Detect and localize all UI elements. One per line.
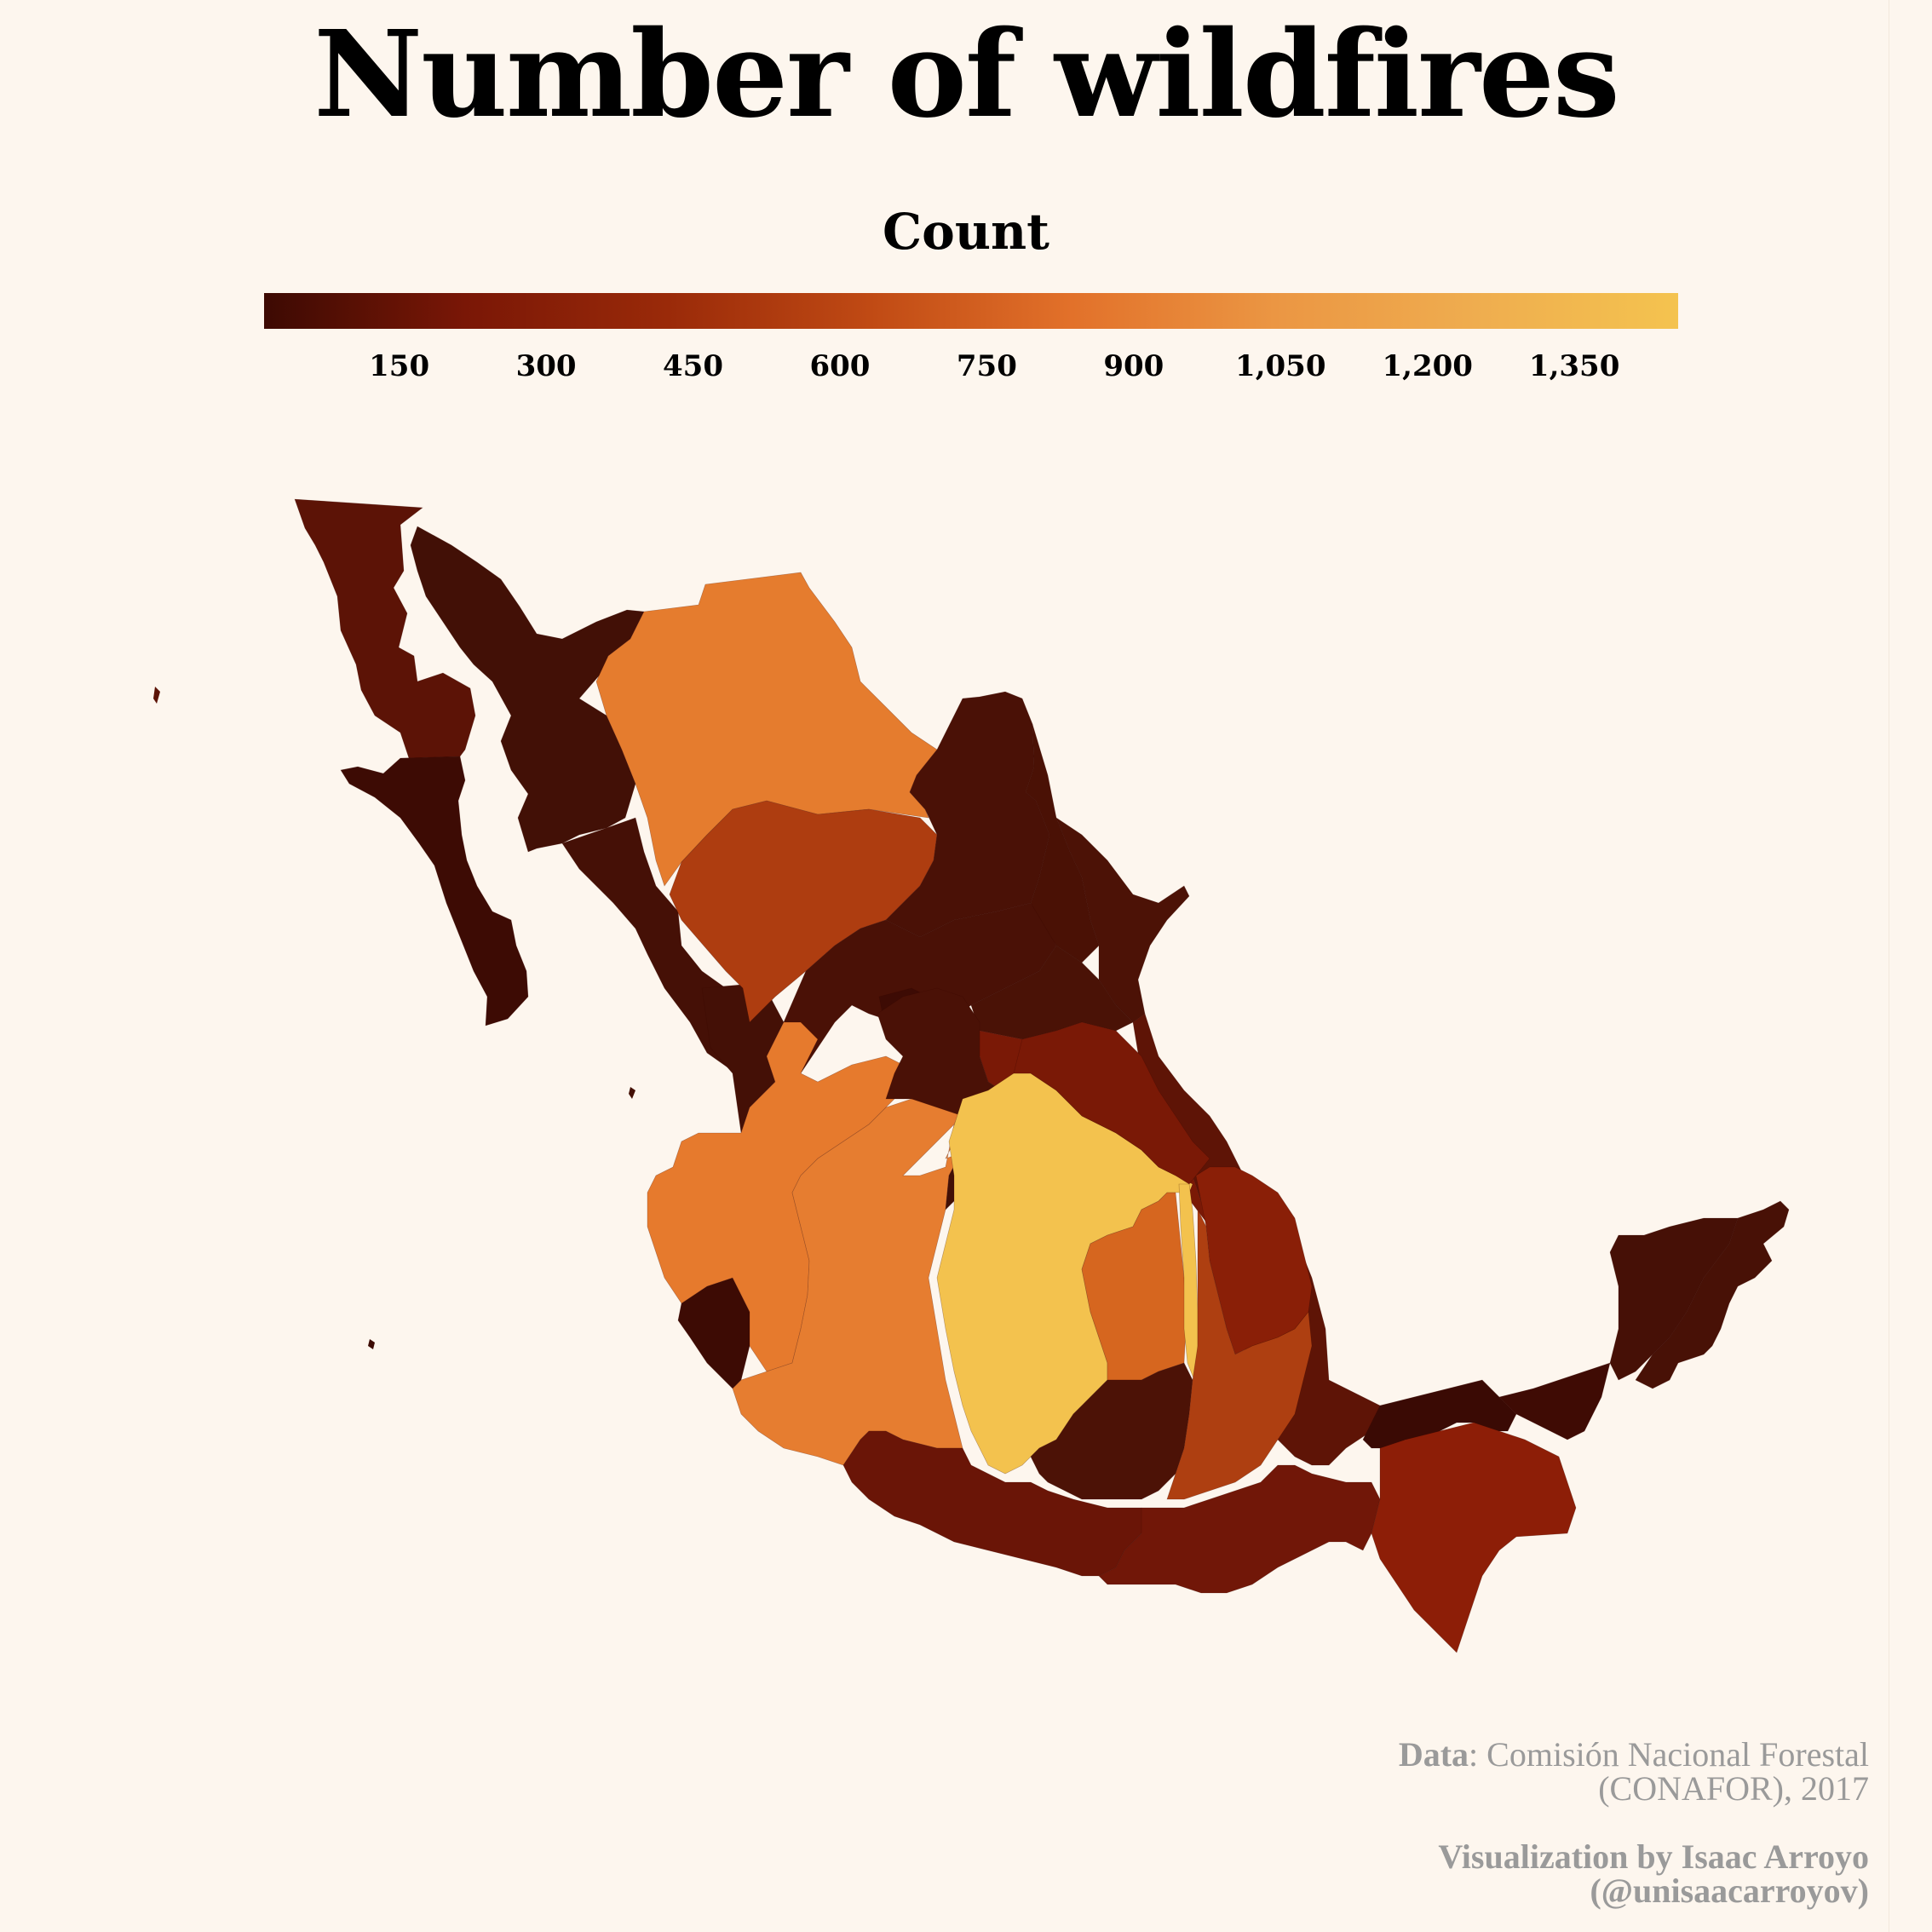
- map-region-chiapas: [1371, 1422, 1577, 1653]
- map-region-morelos: [1030, 1362, 1193, 1500]
- map-region-tamaulipas: [1055, 817, 1190, 1023]
- legend-tick-label: 1,050: [1235, 349, 1326, 383]
- map-region-san-luis-potosi: [970, 945, 1134, 1040]
- legend-tick-label: 150: [369, 349, 430, 383]
- credit-data-line2: (CONAFOR), 2017: [1598, 1769, 1869, 1808]
- legend-tick-label: 1,350: [1528, 349, 1620, 383]
- legend-title: Count: [883, 203, 1049, 261]
- map-region-campeche: [1498, 1362, 1611, 1440]
- map-region-michoacan: [732, 1098, 1006, 1466]
- map-region-tlaxcala: [1166, 1209, 1313, 1500]
- legend-colorbar: [264, 293, 1678, 329]
- map-region-quintana-roo: [1635, 1200, 1790, 1389]
- map-region-baja-california: [294, 498, 476, 759]
- map-region-sonora: [410, 526, 645, 853]
- legend-tick-label: 750: [956, 349, 1017, 383]
- page-title: Number of wildfires: [313, 5, 1620, 145]
- map-region-island-marias: [629, 1087, 635, 1099]
- credit-visualization: Visualization by Isaac Arroyo (@unisaaca…: [1438, 1840, 1869, 1908]
- map-region-island-revillagigedo: [368, 1339, 375, 1349]
- legend-tick-label: 1,200: [1382, 349, 1473, 383]
- credit-data: Data: Comisión Nacional Forestal (CONAFO…: [1399, 1738, 1869, 1806]
- map-region-oaxaca: [1098, 1464, 1381, 1594]
- legend-tick-label: 900: [1103, 349, 1164, 383]
- credit-viz-line1: Visualization by Isaac Arroyo: [1438, 1837, 1869, 1876]
- legend-tick-label: 450: [663, 349, 723, 383]
- credit-data-label: Data: [1398, 1735, 1469, 1774]
- credit-data-line1: : Comisión Nacional Forestal: [1469, 1735, 1869, 1774]
- credit-viz-line2: (@unisaacarroyov): [1590, 1872, 1869, 1910]
- map-region-hidalgo-arc: [1013, 1021, 1210, 1185]
- legend-tick-label: 300: [515, 349, 577, 383]
- map-region-island-guadalupe: [153, 687, 160, 704]
- map-region-baja-california-sur: [340, 756, 529, 1026]
- legend-tick-label: 600: [809, 349, 871, 383]
